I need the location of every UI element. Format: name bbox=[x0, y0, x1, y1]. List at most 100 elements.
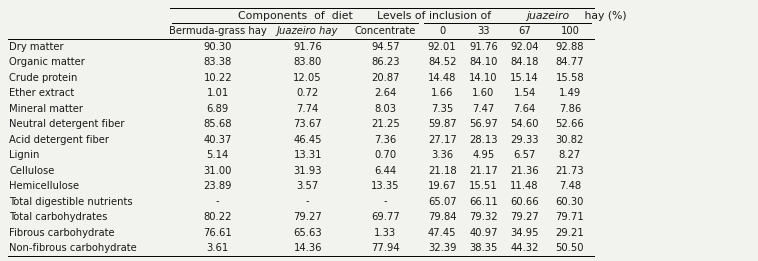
Text: 65.07: 65.07 bbox=[428, 197, 456, 206]
Text: 29.33: 29.33 bbox=[510, 135, 539, 145]
Text: 91.76: 91.76 bbox=[293, 41, 322, 52]
Text: 7.74: 7.74 bbox=[296, 104, 319, 114]
Text: 84.77: 84.77 bbox=[556, 57, 584, 67]
Text: juazeiro: juazeiro bbox=[526, 11, 569, 21]
Text: 92.01: 92.01 bbox=[428, 41, 456, 52]
Text: 10.22: 10.22 bbox=[203, 73, 232, 82]
Text: Neutral detergent fiber: Neutral detergent fiber bbox=[9, 119, 124, 129]
Text: 92.88: 92.88 bbox=[556, 41, 584, 52]
Text: 0.72: 0.72 bbox=[296, 88, 319, 98]
Text: Hemicellulose: Hemicellulose bbox=[9, 181, 79, 191]
Text: 44.32: 44.32 bbox=[510, 243, 539, 253]
Text: 100: 100 bbox=[560, 26, 579, 36]
Text: 40.97: 40.97 bbox=[469, 228, 497, 238]
Text: Levels of inclusion of: Levels of inclusion of bbox=[377, 11, 495, 21]
Text: 60.30: 60.30 bbox=[556, 197, 584, 206]
Text: 27.17: 27.17 bbox=[428, 135, 456, 145]
Text: 50.50: 50.50 bbox=[556, 243, 584, 253]
Text: 4.95: 4.95 bbox=[472, 150, 494, 160]
Text: 21.25: 21.25 bbox=[371, 119, 399, 129]
Text: 52.66: 52.66 bbox=[556, 119, 584, 129]
Text: 7.86: 7.86 bbox=[559, 104, 581, 114]
Text: 7.35: 7.35 bbox=[431, 104, 453, 114]
Text: 3.57: 3.57 bbox=[296, 181, 319, 191]
Text: 84.10: 84.10 bbox=[469, 57, 497, 67]
Text: 21.18: 21.18 bbox=[428, 165, 456, 176]
Text: 0.70: 0.70 bbox=[374, 150, 396, 160]
Text: 83.38: 83.38 bbox=[204, 57, 232, 67]
Text: 79.32: 79.32 bbox=[469, 212, 498, 222]
Text: 83.80: 83.80 bbox=[293, 57, 322, 67]
Text: 19.67: 19.67 bbox=[428, 181, 456, 191]
Text: 7.47: 7.47 bbox=[472, 104, 494, 114]
Text: -: - bbox=[216, 197, 220, 206]
Text: Organic matter: Organic matter bbox=[9, 57, 85, 67]
Text: 79.84: 79.84 bbox=[428, 212, 456, 222]
Text: 15.51: 15.51 bbox=[469, 181, 498, 191]
Text: hay (%): hay (%) bbox=[581, 11, 626, 21]
Text: 6.44: 6.44 bbox=[374, 165, 396, 176]
Text: Ether extract: Ether extract bbox=[9, 88, 74, 98]
Text: 11.48: 11.48 bbox=[510, 181, 539, 191]
Text: 77.94: 77.94 bbox=[371, 243, 399, 253]
Text: 32.39: 32.39 bbox=[428, 243, 456, 253]
Text: 1.33: 1.33 bbox=[374, 228, 396, 238]
Text: 91.76: 91.76 bbox=[469, 41, 498, 52]
Text: Non-fibrous carbohydrate: Non-fibrous carbohydrate bbox=[9, 243, 136, 253]
Text: 33: 33 bbox=[477, 26, 490, 36]
Text: 94.57: 94.57 bbox=[371, 41, 399, 52]
Text: 15.58: 15.58 bbox=[556, 73, 584, 82]
Text: 29.21: 29.21 bbox=[556, 228, 584, 238]
Text: 8.27: 8.27 bbox=[559, 150, 581, 160]
Text: 66.11: 66.11 bbox=[469, 197, 498, 206]
Text: 30.82: 30.82 bbox=[556, 135, 584, 145]
Text: 1.49: 1.49 bbox=[559, 88, 581, 98]
Text: 7.64: 7.64 bbox=[513, 104, 536, 114]
Text: 14.36: 14.36 bbox=[293, 243, 322, 253]
Text: 15.14: 15.14 bbox=[510, 73, 539, 82]
Text: Total digestible nutrients: Total digestible nutrients bbox=[9, 197, 133, 206]
Text: 73.67: 73.67 bbox=[293, 119, 322, 129]
Text: 40.37: 40.37 bbox=[204, 135, 232, 145]
Text: 56.97: 56.97 bbox=[469, 119, 498, 129]
Text: 79.27: 79.27 bbox=[510, 212, 539, 222]
Text: 8.03: 8.03 bbox=[374, 104, 396, 114]
Text: 13.35: 13.35 bbox=[371, 181, 399, 191]
Text: 3.61: 3.61 bbox=[207, 243, 229, 253]
Text: 13.31: 13.31 bbox=[293, 150, 322, 160]
Text: 67: 67 bbox=[518, 26, 531, 36]
Text: 31.00: 31.00 bbox=[204, 165, 232, 176]
Text: 6.89: 6.89 bbox=[207, 104, 229, 114]
Text: 31.93: 31.93 bbox=[293, 165, 322, 176]
Text: 21.17: 21.17 bbox=[469, 165, 498, 176]
Text: 20.87: 20.87 bbox=[371, 73, 399, 82]
Text: 54.60: 54.60 bbox=[510, 119, 539, 129]
Text: Dry matter: Dry matter bbox=[9, 41, 64, 52]
Text: Components  of  diet: Components of diet bbox=[238, 11, 352, 21]
Text: 84.18: 84.18 bbox=[510, 57, 539, 67]
Text: 34.95: 34.95 bbox=[510, 228, 539, 238]
Text: 1.66: 1.66 bbox=[431, 88, 453, 98]
Text: 1.60: 1.60 bbox=[472, 88, 494, 98]
Text: Lignin: Lignin bbox=[9, 150, 39, 160]
Text: Mineral matter: Mineral matter bbox=[9, 104, 83, 114]
Text: 47.45: 47.45 bbox=[428, 228, 456, 238]
Text: Cellulose: Cellulose bbox=[9, 165, 55, 176]
Text: 7.48: 7.48 bbox=[559, 181, 581, 191]
Text: -: - bbox=[384, 197, 387, 206]
Text: 86.23: 86.23 bbox=[371, 57, 399, 67]
Text: 60.66: 60.66 bbox=[510, 197, 539, 206]
Text: 84.52: 84.52 bbox=[428, 57, 456, 67]
Text: 90.30: 90.30 bbox=[204, 41, 232, 52]
Text: 46.45: 46.45 bbox=[293, 135, 322, 145]
Text: 1.54: 1.54 bbox=[513, 88, 536, 98]
Text: Juazeiro hay: Juazeiro hay bbox=[277, 26, 338, 36]
Text: 92.04: 92.04 bbox=[510, 41, 539, 52]
Text: 1.01: 1.01 bbox=[207, 88, 229, 98]
Text: 28.13: 28.13 bbox=[469, 135, 497, 145]
Text: 79.71: 79.71 bbox=[556, 212, 584, 222]
Text: 0: 0 bbox=[439, 26, 445, 36]
Text: 65.63: 65.63 bbox=[293, 228, 322, 238]
Text: 79.27: 79.27 bbox=[293, 212, 322, 222]
Text: -: - bbox=[306, 197, 309, 206]
